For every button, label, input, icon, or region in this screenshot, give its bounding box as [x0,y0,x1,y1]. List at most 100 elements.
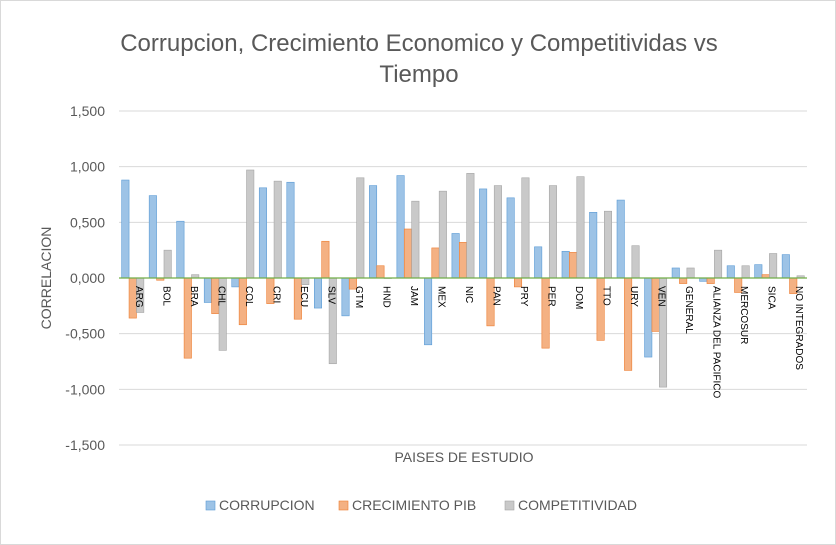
category-label: SICA [766,286,777,310]
bar-corrupcion-ury [616,199,625,279]
bar-crecimiento-pib-mex [431,247,440,279]
bar-crecimiento-pib-alianza-del-pacifico [706,277,715,284]
bars [121,169,805,388]
category-label: NIC [463,286,474,303]
bar-corrupcion-cri [258,187,267,279]
y-tick-label: 0,000 [70,270,105,286]
bar-corrupcion-arg [121,179,130,279]
bar-corrupcion-sica [754,264,763,279]
category-label: PAN [491,286,502,306]
y-tick-label: -1,500 [65,437,105,453]
category-label: MEX [435,286,446,308]
bar-corrupcion-mex [424,277,433,346]
category-label: CRI [270,286,281,303]
x-axis-label: PAISES DE ESTUDIO [395,449,534,465]
bar-crecimiento-pib-general [679,277,688,284]
bar-competitividad-gtm [356,177,365,279]
legend-swatch-competitividad [504,500,515,511]
bar-crecimiento-pib-nic [458,242,467,279]
bar-corrupcion-general [671,267,680,279]
bar-crecimiento-pib-slv [321,240,330,279]
bar-competitividad-ury [631,245,640,279]
bar-corrupcion-bol [148,195,157,279]
bar-corrupcion-mercosur [726,265,735,279]
bar-competitividad-jam [411,200,420,279]
bar-corrupcion-ecu [286,181,295,279]
category-label: ARG [133,286,144,308]
bar-competitividad-mex [438,190,447,279]
bar-competitividad-nic [466,173,475,279]
bar-competitividad-sica [769,253,778,279]
category-label: JAM [408,286,419,306]
bar-corrupcion-per [534,246,543,279]
bar-crecimiento-pib-jam [403,228,412,279]
y-tick-label: 0,500 [70,214,105,230]
y-tick-label: 1,000 [70,159,105,175]
category-label: MERCOSUR [738,286,749,344]
legend-label-corrupcion: CORRUPCION [219,497,315,513]
category-label: HND [380,286,391,308]
y-axis-ticks: 1,500 1,000 0,500 0,000 -0,500 -1,000 -1,500 [65,103,105,453]
legend: CORRUPCION CRECIMIENTO PIB COMPETITIVIDAD [205,497,637,513]
y-axis-label: CORRELACION [38,227,54,330]
category-label: VEN [656,286,667,307]
category-label: COL [243,286,254,307]
bar-corrupcion-tto [589,212,598,279]
category-label: GENERAL [683,286,694,334]
y-tick-label: -0,500 [65,326,105,342]
bar-corrupcion-hnd [369,185,378,279]
category-label: NO INTEGRADOS [793,286,804,370]
chart-title-line-1: Corrupcion, Crecimiento Economico y Comp… [120,30,718,57]
gridlines [119,110,807,446]
category-label: DOM [573,286,584,309]
bar-corrupcion-gtm [341,277,350,317]
bar-corrupcion-dom [561,250,570,279]
category-label: BOL [160,286,171,306]
bar-corrupcion-jam [396,175,405,279]
y-tick-label: 1,500 [70,103,105,119]
bar-competitividad-per [548,185,557,279]
bar-corrupcion-bra [176,220,185,279]
bar-competitividad-cri [273,180,282,279]
legend-label-competitividad: COMPETITIVIDAD [518,497,637,513]
bar-competitividad-bol [163,249,172,279]
bar-competitividad-dom [576,176,585,279]
category-label: PRY [518,286,529,307]
bar-corrupcion-pan [479,188,488,279]
chart-title-line-2: Tiempo [379,61,458,88]
bar-competitividad-mercosur [741,265,750,279]
category-label: TTO [601,286,612,306]
legend-label-crecimiento-pib: CRECIMIENTO PIB [352,497,476,513]
bar-competitividad-pry [521,177,530,279]
bar-competitividad-col [246,169,255,279]
bar-corrupcion-slv [313,277,322,309]
bar-corrupcion-pry [506,197,515,279]
bar-competitividad-tto [603,210,612,279]
bar-competitividad-pan [493,185,502,279]
category-labels: ARG BOL BRA CHL COL CRI ECU SLV GTM HND JAM MEX NIC P… [133,286,804,398]
legend-swatch-crecimiento-pib [338,500,349,511]
bar-corrupcion-chl [203,277,212,303]
bar-competitividad-alianza-del-pacifico [714,249,723,279]
legend-swatch-corrupcion [205,500,216,511]
chart-title: Corrupcion, Crecimiento Economico y Comp… [120,30,718,88]
category-label: GTM [353,286,364,308]
category-label: URY [628,286,639,307]
category-label: BRA [188,286,199,307]
category-label: PER [546,286,557,307]
bar-competitividad-general [686,267,695,279]
bar-corrupcion-ven [644,277,653,358]
category-label: CHL [215,286,226,306]
bar-corrupcion-col [231,277,240,288]
y-tick-label: -1,000 [65,381,105,397]
bar-corrupcion-nic [451,233,460,279]
bar-crecimiento-pib-hnd [376,265,385,279]
bar-corrupcion-no-integrados [781,254,790,279]
category-label: ECU [298,286,309,307]
bar-crecimiento-pib-dom [569,252,578,279]
category-label: SLV [325,286,336,304]
category-label: ALIANZA DEL PACIFICO [711,286,722,398]
bar-competitividad-ecu [301,277,310,285]
